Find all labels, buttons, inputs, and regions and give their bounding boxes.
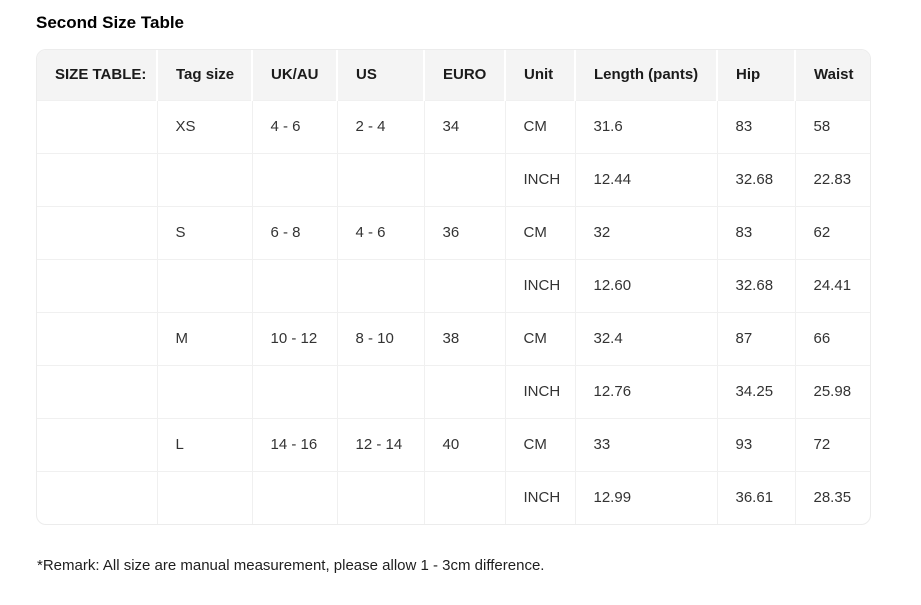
size-table: SIZE TABLE: Tag size UK/AU US EURO Unit Length…: [37, 50, 870, 524]
column-header-5: EURO: [424, 50, 506, 101]
table-cell: [337, 471, 425, 524]
table-cell: INCH: [505, 471, 576, 524]
table-cell: 6 - 8: [252, 206, 338, 260]
table-cell: [424, 471, 506, 524]
table-cell: [37, 312, 158, 366]
table-cell: 32.68: [717, 153, 796, 207]
table-cell: XS: [157, 100, 253, 154]
table-cell: 25.98: [795, 365, 870, 419]
table-cell: [424, 365, 506, 419]
table-cell: 32.4: [575, 312, 718, 366]
table-cell: 8 - 10: [337, 312, 425, 366]
table-cell: 34: [424, 100, 506, 154]
table-cell: 87: [717, 312, 796, 366]
table-cell: [424, 153, 506, 207]
table-cell: [37, 100, 158, 154]
table-cell: 12 - 14: [337, 418, 425, 472]
size-table-header-row: SIZE TABLE: Tag size UK/AU US EURO Unit Length…: [37, 50, 870, 101]
page-title: Second Size Table: [36, 13, 185, 32]
table-cell: 12.60: [575, 259, 718, 313]
column-header-6: Unit: [505, 50, 576, 101]
table-cell: CM: [505, 100, 576, 154]
table-cell: INCH: [505, 365, 576, 419]
table-cell: CM: [505, 312, 576, 366]
table-cell: [37, 206, 158, 260]
table-cell: 10 - 12: [252, 312, 338, 366]
table-cell: [157, 259, 253, 313]
table-cell: INCH: [505, 153, 576, 207]
table-cell: 34.25: [717, 365, 796, 419]
table-row: M 10 - 12 8 - 10 38 CM 32.4 87 66: [37, 312, 870, 366]
table-cell: 28.35: [813, 489, 852, 507]
table-cell: S: [157, 206, 253, 260]
table-cell: 36.61: [717, 471, 796, 524]
table-row: INCH 12.76 34.25 25.98: [37, 365, 870, 419]
table-cell: CM: [505, 418, 576, 472]
table-cell: [337, 259, 425, 313]
table-cell: 24.41: [795, 259, 870, 313]
table-cell: 32: [575, 206, 718, 260]
table-cell: 58: [795, 100, 870, 154]
table-cell: [37, 365, 158, 419]
table-cell: 22.83: [795, 153, 870, 207]
table-cell: L: [157, 418, 253, 472]
table-cell: [37, 153, 158, 207]
table-cell: [252, 153, 338, 207]
table-cell: 12.44: [575, 153, 718, 207]
remark-text: *Remark: All size are manual measurement…: [37, 557, 545, 574]
table-cell: [337, 365, 425, 419]
table-cell: 31.6: [575, 100, 718, 154]
table-cell: 83: [717, 206, 796, 260]
table-cell: [37, 471, 158, 524]
table-cell: [157, 365, 253, 419]
column-header-1: SIZE TABLE:: [37, 50, 158, 101]
column-header-8: Hip: [717, 50, 796, 101]
column-header-3: UK/AU: [252, 50, 338, 101]
table-cell: 14 - 16: [252, 418, 338, 472]
table-cell: [337, 153, 425, 207]
table-row: INCH 12.44 32.68 22.83: [37, 153, 870, 207]
column-header-7: Length (pants): [575, 50, 718, 101]
table-row: INCH 12.99 36.61 28.35: [37, 471, 870, 524]
table-cell: 83: [717, 100, 796, 154]
table-cell: CM: [505, 206, 576, 260]
table-cell: 12.99: [575, 471, 718, 524]
size-chart-page: Second Size Table SIZE TABLE: Tag size UK/…: [36, 13, 871, 574]
table-cell: [157, 153, 253, 207]
table-cell: 4 - 6: [337, 206, 425, 260]
table-cell: [252, 365, 338, 419]
table-cell: 40: [424, 418, 506, 472]
column-header-4: US: [337, 50, 425, 101]
table-cell: 36: [424, 206, 506, 260]
table-cell: 32.68: [717, 259, 796, 313]
table-cell: 93: [717, 418, 796, 472]
size-table-head: SIZE TABLE: Tag size UK/AU US EURO Unit Length…: [37, 50, 870, 101]
table-row: INCH 12.60 32.68 24.41: [37, 259, 870, 313]
table-cell: 33: [575, 418, 718, 472]
table-cell: [252, 471, 338, 524]
table-cell: 2 - 4: [337, 100, 425, 154]
table-cell: [157, 471, 253, 524]
table-cell: 66: [795, 312, 870, 366]
table-cell: INCH: [505, 259, 576, 313]
table-cell: [37, 418, 158, 472]
size-table-container: SIZE TABLE: Tag size UK/AU US EURO Unit Length…: [36, 49, 871, 525]
table-cell: 72: [795, 418, 870, 472]
table-cell: [252, 259, 338, 313]
table-row: L 14 - 16 12 - 14 40 CM 33 93 72: [37, 418, 870, 472]
table-cell: 12.76: [575, 365, 718, 419]
table-cell: 38: [424, 312, 506, 366]
table-cell: [37, 259, 158, 313]
column-header-9: Waist: [795, 50, 870, 101]
table-cell: 4 - 6: [252, 100, 338, 154]
table-cell: M: [157, 312, 253, 366]
table-cell: 62: [795, 206, 870, 260]
column-header-2: Tag size: [157, 50, 253, 101]
table-cell: [424, 259, 506, 313]
